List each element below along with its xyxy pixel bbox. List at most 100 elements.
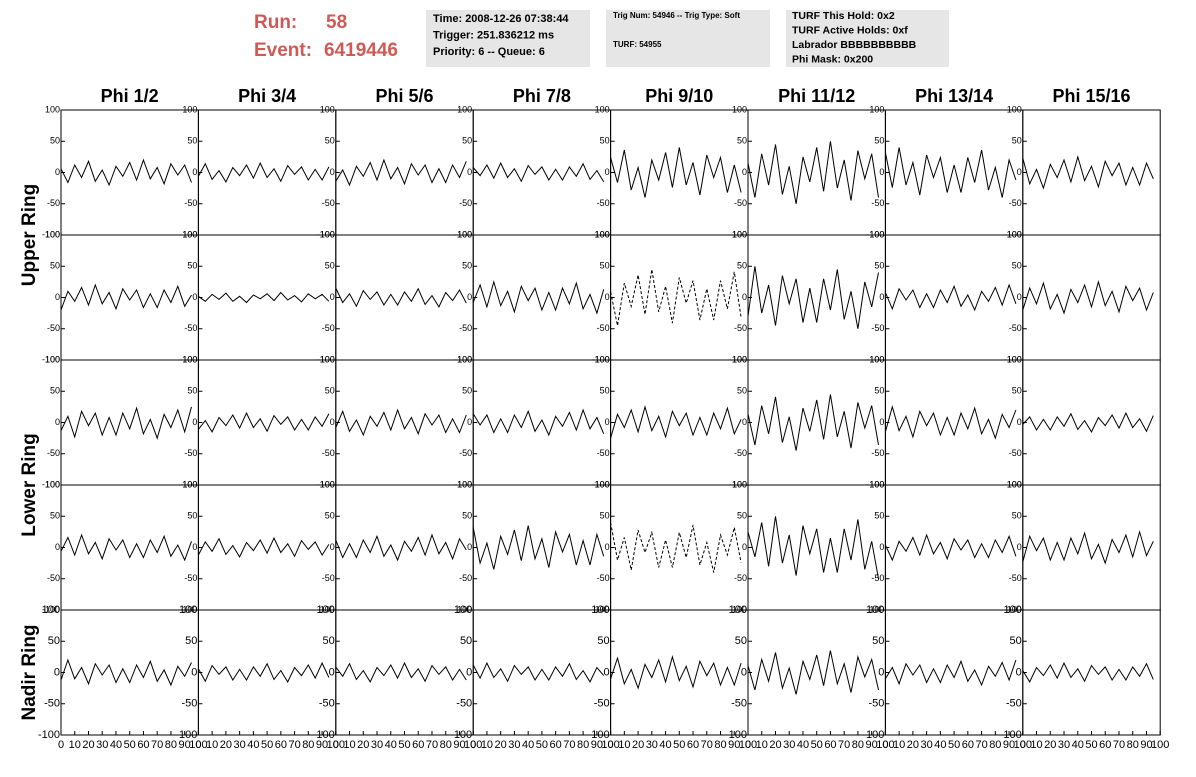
y-tick-label: -100 [317, 479, 335, 489]
x-tick-label: 80 [165, 739, 177, 751]
waveform [197, 161, 330, 183]
x-tick-label: 50 [398, 739, 410, 751]
waveform [60, 158, 192, 187]
column-title: Phi 5/6 [375, 86, 433, 106]
y-tick-label: -100 [866, 229, 884, 239]
y-tick-label: -100 [1004, 479, 1022, 489]
x-tick-label: 10 [481, 739, 493, 751]
y-tick-label: 0 [879, 542, 884, 552]
x-tick-label: 100 [1151, 739, 1169, 751]
y-tick-label: 100 [320, 229, 335, 239]
x-tick-label: 60 [962, 739, 974, 751]
x-tick-label: 20 [82, 739, 94, 751]
y-tick-label: 0 [54, 666, 60, 678]
y-tick-label: 100 [869, 479, 884, 489]
y-tick-label: 0 [467, 292, 472, 302]
y-tick-label: -50 [184, 198, 197, 208]
y-tick-label: -50 [1009, 198, 1022, 208]
y-tick-label: 0 [466, 666, 472, 678]
x-tick-label: 20 [769, 739, 781, 751]
y-tick-label: 100 [732, 104, 747, 114]
waveform [472, 525, 605, 570]
waveform [884, 659, 1017, 687]
y-tick-label: 0 [192, 292, 197, 302]
waveform [335, 158, 467, 187]
x-tick-label: 10 [206, 739, 218, 751]
x-tick-label: 0 [882, 739, 888, 751]
y-tick-label: 0 [330, 542, 335, 552]
x-tick-label: 20 [357, 739, 369, 751]
x-tick-label: 10 [343, 739, 355, 751]
x-tick-label: 70 [151, 739, 163, 751]
y-tick-label: 50 [1012, 511, 1022, 521]
y-tick-label: 100 [1003, 604, 1021, 616]
y-tick-label: 50 [187, 136, 197, 146]
y-tick-label: -50 [47, 448, 60, 458]
column-title: Phi 7/8 [513, 86, 571, 106]
waveform [472, 280, 605, 315]
y-tick-label: 0 [55, 542, 60, 552]
panel-frame [610, 484, 749, 611]
y-tick-label: 0 [879, 417, 884, 427]
y-tick-label: 100 [1007, 479, 1022, 489]
info-box [426, 10, 590, 67]
y-tick-label: -100 [592, 354, 610, 364]
y-tick-label: 100 [595, 229, 610, 239]
y-tick-label: 50 [874, 261, 884, 271]
y-tick-label: 50 [737, 261, 747, 271]
panel-frame [60, 109, 199, 236]
y-tick-label: 0 [1017, 542, 1022, 552]
x-tick-label: 40 [110, 739, 122, 751]
y-tick-label: 100 [45, 104, 60, 114]
y-tick-label: 50 [600, 261, 610, 271]
y-tick-label: 0 [741, 666, 747, 678]
x-tick-label: 0 [195, 739, 201, 751]
x-tick-label: 20 [907, 739, 919, 751]
x-tick-label: 30 [233, 739, 245, 751]
panel-frame [472, 234, 612, 361]
y-tick-label: -50 [734, 573, 747, 583]
panel-frame [335, 234, 474, 361]
waveform [198, 411, 330, 433]
y-tick-label: -50 [734, 323, 747, 333]
y-tick-label: -100 [862, 729, 884, 741]
y-tick-label: -50 [597, 448, 610, 458]
x-tick-label: 80 [714, 739, 726, 751]
y-tick-label: 0 [55, 417, 60, 427]
ring-label: Upper Ring [19, 184, 40, 286]
y-tick-label: 0 [55, 167, 60, 177]
x-tick-label: 10 [69, 739, 81, 751]
y-tick-label: 100 [732, 229, 747, 239]
y-tick-label: 100 [316, 604, 334, 616]
y-tick-label: -50 [184, 323, 197, 333]
y-tick-label: -100 [1004, 229, 1022, 239]
y-tick-label: -100 [450, 729, 472, 741]
y-tick-label: -50 [871, 448, 884, 458]
panel-frame [610, 609, 749, 736]
y-tick-label: 50 [50, 261, 60, 271]
y-tick-label: 50 [50, 136, 60, 146]
x-tick-label: 100 [189, 739, 207, 751]
panel-frame [472, 109, 612, 236]
x-tick-label: 70 [288, 739, 300, 751]
y-tick-label: 50 [597, 635, 609, 647]
info-line: Phi Mask: 0x200 [792, 53, 873, 65]
info-line: TURF Active Holds: 0xf [792, 24, 908, 36]
waveform [1022, 411, 1154, 433]
y-tick-label: 50 [50, 386, 60, 396]
x-tick-label: 60 [824, 739, 836, 751]
y-tick-label: -100 [725, 729, 747, 741]
waveform [472, 661, 605, 683]
panel-frame [747, 359, 886, 486]
panel-frame [884, 609, 1024, 736]
x-tick-label: 100 [739, 739, 757, 751]
y-tick-label: 100 [457, 479, 472, 489]
waveform [884, 283, 1017, 312]
y-tick-label: 100 [595, 354, 610, 364]
y-tick-label: 100 [320, 104, 335, 114]
info-line: TURF This Hold: 0x2 [792, 10, 895, 22]
y-tick-label: 50 [48, 635, 60, 647]
y-tick-label: 50 [185, 635, 197, 647]
x-tick-label: 50 [948, 739, 960, 751]
